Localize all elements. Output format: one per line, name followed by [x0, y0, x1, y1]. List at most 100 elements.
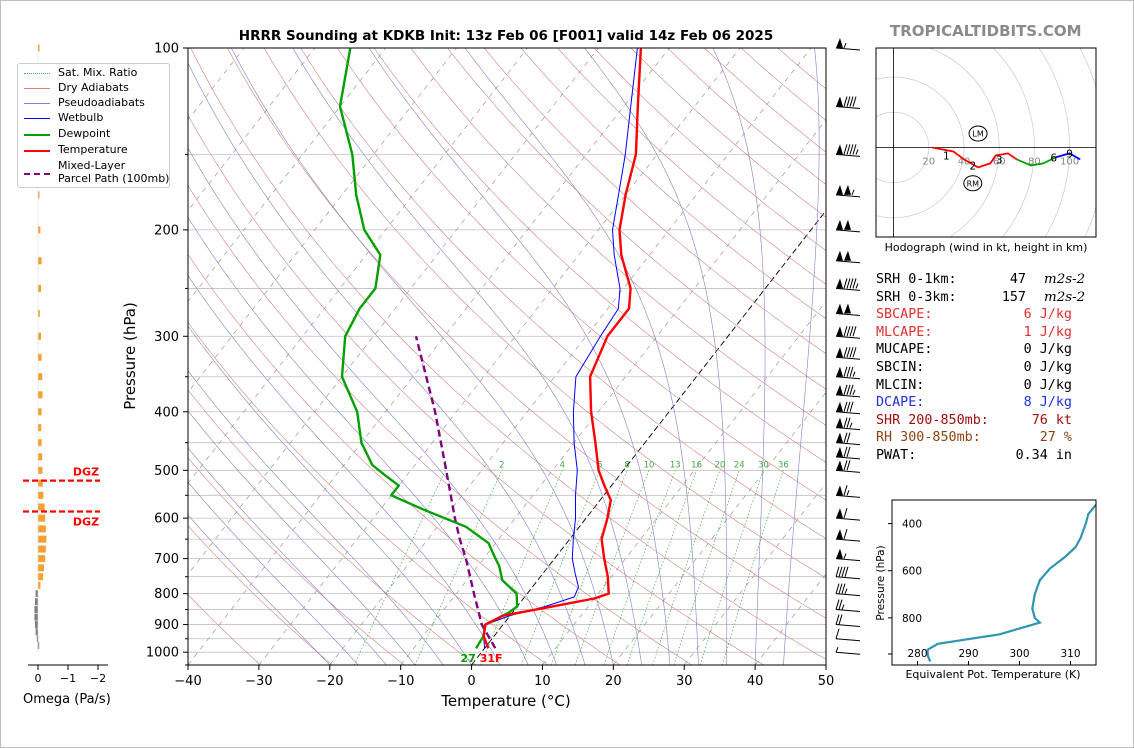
omega-bar [38, 44, 40, 52]
skewt-y-tick-label: 800 [154, 587, 179, 602]
wind-barb-staff [835, 394, 861, 398]
wind-barb-pennant [836, 250, 843, 261]
index-row: PWAT: 0.34 in [876, 448, 1072, 465]
skewt-x-tick-label: −40 [174, 674, 201, 689]
wind-barb-staff [835, 153, 861, 157]
wind-barb-staff [835, 558, 861, 562]
omega-bar [38, 191, 40, 199]
wind-barb-half-flag [844, 588, 848, 594]
wind-barb [835, 38, 861, 51]
site-watermark[interactable]: TROPICALTIDBITS.COM [890, 22, 1082, 40]
index-row: SRH 0-1km: m2s-2 47 [876, 272, 1085, 289]
wind-barb-staff [835, 229, 861, 233]
wind-barb-flag [838, 599, 843, 610]
skewt-y-tick-label: 900 [154, 618, 179, 633]
mixing-ratio-line [550, 470, 628, 665]
skewt-y-tick-label: 500 [154, 464, 179, 479]
pseudoadiabat [188, 481, 359, 665]
theta-e-x-tick-label: 280 [907, 648, 927, 660]
isotherm [683, 482, 826, 665]
wind-barb [835, 303, 861, 316]
mixing-ratio-line [603, 470, 676, 665]
index-value: 157 [1001, 289, 1026, 305]
wind-barb-flag [849, 366, 854, 377]
wind-barb-half-flag [841, 604, 845, 610]
wind-barb [835, 326, 861, 339]
wind-barb-half-flag [852, 371, 856, 377]
wind-barb-pennant [836, 384, 843, 395]
skewt-x-tick-label: 50 [818, 674, 835, 689]
wind-barb [835, 508, 861, 521]
isotherm [329, 48, 812, 665]
wind-barb-pennant [836, 278, 843, 289]
skewt-x-tick-label: 30 [676, 674, 693, 689]
theta-e-x-tick-label: 300 [1009, 648, 1029, 660]
theta-e-x-label: Equivalent Pot. Temperature (K) [905, 668, 1080, 681]
wind-barb [835, 460, 861, 473]
omega-bar [38, 466, 43, 474]
dgz-label: DGZ [73, 466, 99, 479]
wind-barb-staff [835, 609, 861, 613]
omega-bar [38, 564, 44, 572]
wind-barb-pennant [844, 303, 851, 314]
freezing-isotherm [471, 209, 826, 665]
wind-barb-pennant [836, 366, 843, 377]
omega-bar [38, 545, 46, 553]
theta-e-x-tick-label: 290 [958, 648, 978, 660]
index-label: DCAPE: [876, 395, 925, 411]
surface-dewpoint-label: 27 [460, 652, 475, 665]
wind-barb-pennant [836, 446, 843, 457]
hodograph-ring-label: 20 [922, 156, 935, 167]
temperature-line [482, 48, 643, 649]
wind-barb-staff [835, 651, 861, 655]
pseudoadiabat [188, 216, 529, 665]
index-value: 0 J/kg [1023, 360, 1072, 375]
wind-barb-pennant [844, 184, 851, 195]
omega-bar [37, 642, 40, 650]
index-label: MLCIN: [876, 377, 925, 393]
omega-bar [38, 555, 46, 563]
omega-bar [38, 257, 42, 265]
storm-motion-label: RM [967, 179, 980, 188]
omega-bar [34, 613, 38, 621]
wind-barb-half-flag [851, 189, 855, 196]
parcel-path-line [414, 336, 497, 649]
omega-bar [38, 581, 41, 589]
skewt-x-tick-label: 10 [534, 674, 551, 689]
omega-bar [38, 525, 46, 533]
wind-barbs [835, 38, 861, 655]
wind-barb-flag [846, 366, 851, 377]
mixing-ratio-label: 2 [499, 460, 504, 470]
omega-bar [38, 453, 43, 461]
hodograph-height-label: 6 [1050, 152, 1057, 164]
wind-barb-half-flag [855, 283, 859, 289]
index-value: 76 kt [1031, 412, 1072, 428]
wind-barb-pennant [836, 417, 843, 428]
isotherm [188, 48, 599, 575]
dry-adiabat [447, 48, 826, 390]
wind-barb [835, 144, 861, 157]
surface-temperature-label: 31F [480, 652, 503, 665]
omega-bar [36, 635, 39, 643]
mixing-ratio-line [353, 470, 446, 665]
wind-barb [835, 432, 861, 446]
wind-barb-staff [835, 194, 861, 198]
dewpoint-line [338, 48, 519, 649]
omega-x-tick-label: −2 [90, 672, 106, 685]
hodograph-caption: Hodograph (wind in kt, height in km) [885, 241, 1088, 254]
wind-barb-flag [849, 144, 854, 155]
hodograph-panel: 20 40 60 80 100 1 2 3 6 9 LM RM [875, 47, 1097, 238]
wind-barb-flag [843, 401, 848, 412]
wind-barb-flag [846, 144, 851, 155]
skewt-y-label: Pressure (hPa) [121, 302, 139, 410]
index-value: 47 [1009, 272, 1026, 287]
mixing-ratio-label: 16 [691, 460, 702, 470]
dry-adiabat [188, 114, 764, 665]
storm-motion-label: LM [972, 130, 983, 139]
wind-barb-pennant [836, 529, 843, 540]
wind-barb [835, 583, 861, 597]
wind-barb-pennant [836, 219, 843, 230]
mixing-ratio-line [414, 470, 503, 665]
omega-bar [38, 373, 43, 381]
hodograph-height-label: 3 [996, 154, 1003, 166]
